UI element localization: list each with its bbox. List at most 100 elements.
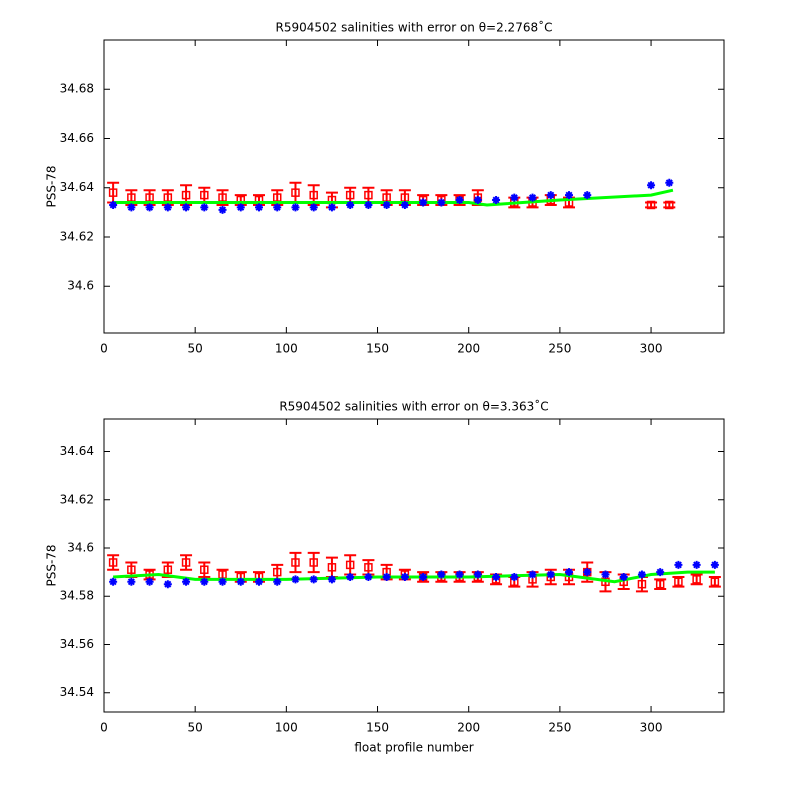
asterisk-marker [291, 203, 300, 212]
asterisk-marker [218, 577, 227, 586]
x-tick-label: 300 [640, 721, 663, 735]
asterisk-marker [182, 577, 191, 586]
asterisk-marker [565, 568, 573, 577]
asterisk-marker [510, 193, 519, 202]
asterisk-marker [346, 572, 355, 581]
square-marker [181, 190, 191, 200]
square-marker [108, 188, 118, 197]
square-marker [692, 575, 701, 584]
square-marker [364, 190, 373, 200]
square-marker [345, 560, 355, 570]
square-marker [674, 577, 683, 587]
square-marker [200, 190, 209, 200]
asterisk-marker [255, 203, 263, 212]
asterisk-marker [473, 570, 482, 579]
asterisk-marker [546, 570, 555, 579]
square-marker [272, 567, 282, 577]
error-bar [307, 551, 320, 574]
x-tick-label: 0 [100, 342, 108, 356]
asterisk-marker [419, 572, 428, 581]
square-marker [646, 200, 656, 210]
y-tick-label: 34.56 [60, 637, 94, 651]
square-marker [364, 563, 373, 572]
asterisk-marker [583, 191, 592, 200]
asterisk-marker [583, 568, 592, 577]
asterisk-marker [218, 205, 227, 214]
series-line [113, 570, 715, 584]
y-tick-label: 34.62 [60, 229, 94, 243]
asterisk-marker [665, 178, 674, 187]
asterisk-marker [656, 568, 665, 577]
asterisk-marker [109, 577, 118, 586]
series-line [113, 188, 674, 207]
square-marker [655, 579, 665, 589]
chart-title: R5904502 salinities with error on θ=2.27… [276, 20, 553, 35]
asterisk-marker [400, 200, 409, 209]
asterisk-marker [455, 196, 464, 205]
asterisk-marker [163, 203, 172, 212]
asterisk-marker [145, 577, 154, 586]
asterisk-marker [182, 203, 191, 212]
asterisk-marker [127, 203, 136, 212]
square-marker [637, 579, 647, 589]
chart-title: R5904502 salinities with error on θ=3.36… [279, 399, 548, 414]
x-tick-label: 150 [366, 342, 389, 356]
y-tick-label: 34.6 [67, 279, 94, 293]
asterisk-marker [273, 203, 282, 212]
y-tick-label: 34.58 [60, 589, 94, 603]
axes-background [104, 40, 724, 333]
asterisk-marker [255, 577, 263, 586]
y-axis-label: PSS-78 [45, 165, 59, 207]
square-marker [710, 577, 720, 587]
asterisk-marker [309, 575, 318, 584]
asterisk-marker [364, 200, 373, 209]
square-marker [309, 190, 318, 200]
asterisk-marker [273, 577, 282, 586]
x-tick-label: 0 [100, 721, 108, 735]
asterisk-marker [492, 572, 501, 581]
asterisk-marker [455, 570, 464, 579]
asterisk-marker [236, 577, 245, 586]
plot-area [107, 178, 676, 214]
x-tick-label: 50 [188, 342, 203, 356]
asterisk-marker [291, 575, 300, 584]
asterisk-marker [109, 200, 118, 209]
asterisk-marker [364, 572, 373, 581]
x-tick-label: 50 [188, 721, 203, 735]
asterisk-marker [692, 560, 701, 569]
asterisk-marker [546, 191, 555, 200]
y-tick-label: 34.64 [60, 180, 94, 194]
y-tick-label: 34.62 [60, 492, 94, 506]
asterisk-marker [437, 570, 446, 579]
asterisk-marker [309, 203, 318, 212]
y-tick-label: 34.54 [60, 685, 94, 699]
asterisk-marker [528, 193, 537, 202]
square-marker [345, 190, 355, 200]
asterisk-marker [145, 203, 154, 212]
asterisk-marker [647, 181, 656, 190]
square-marker [163, 565, 173, 574]
x-tick-label: 200 [457, 342, 480, 356]
asterisk-marker [565, 191, 573, 200]
asterisk-marker [419, 198, 428, 207]
asterisk-marker [674, 560, 683, 569]
axes-frame [103, 418, 725, 713]
x-tick-label: 100 [275, 721, 298, 735]
plot-area [107, 551, 721, 593]
y-axis-label: PSS-78 [45, 544, 59, 586]
x-tick-label: 100 [275, 342, 298, 356]
asterisk-marker [346, 200, 355, 209]
square-marker [291, 558, 300, 567]
asterisk-marker [327, 575, 336, 584]
x-tick-label: 300 [640, 342, 663, 356]
asterisk-marker [619, 572, 628, 581]
y-tick-label: 34.6 [67, 541, 94, 555]
error-bar [289, 551, 302, 574]
asterisk-marker [437, 198, 446, 207]
error-bar [180, 554, 193, 571]
asterisk-marker [400, 572, 409, 581]
square-marker [327, 563, 337, 572]
square-marker [200, 565, 209, 574]
axes-frame [103, 39, 725, 334]
